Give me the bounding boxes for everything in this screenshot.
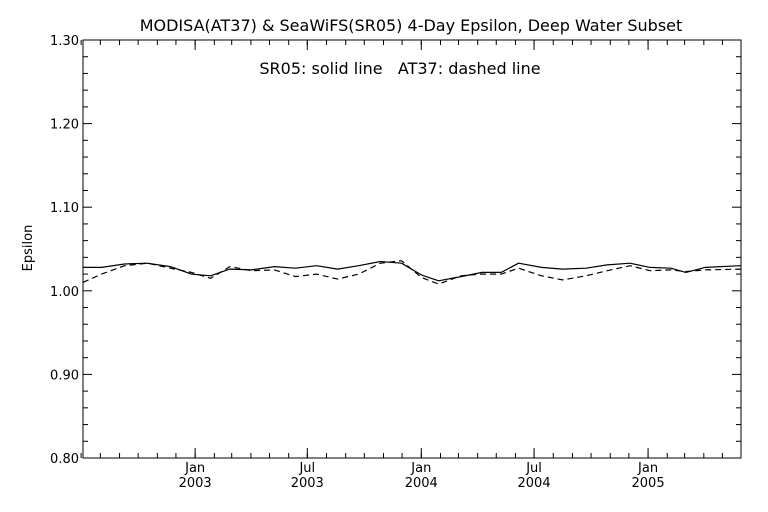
legend-annotation: SR05: solid line AT37: dashed line [259,59,540,78]
x-tick-label-year: 2003 [291,476,324,491]
y-tick-label: 0.80 [50,452,79,467]
x-tick-label-year: 2004 [518,476,551,491]
series-line-at37 [82,260,742,285]
x-tick-label-year: 2004 [405,476,438,491]
x-tick-label-year: 2003 [179,476,212,491]
y-tick-label: 1.10 [50,201,79,216]
x-tick-label-month: Jan [637,461,658,476]
x-tick-label-month: Jul [525,461,542,476]
y-axis-label: Epsilon [21,225,36,272]
series-layer [82,260,742,285]
x-tick-label-month: Jul [298,461,315,476]
y-axis: 0.80 0.90 1.00 1.10 1.20 1.30 [50,34,741,467]
x-tick-label-month: Jan [184,461,205,476]
y-tick-label: 0.90 [50,368,79,383]
series-line-sr05 [83,260,742,282]
y-tick-label: 1.00 [50,285,79,300]
y-tick-label: 1.20 [50,118,79,133]
x-tick-label-month: Jan [410,461,431,476]
x-tick-label-year: 2005 [632,476,665,491]
y-tick-label: 1.30 [50,34,79,49]
plot-area-frame [82,39,742,459]
chart-title: MODISA(AT37) & SeaWiFS(SR05) 4-Day Epsil… [140,16,683,35]
